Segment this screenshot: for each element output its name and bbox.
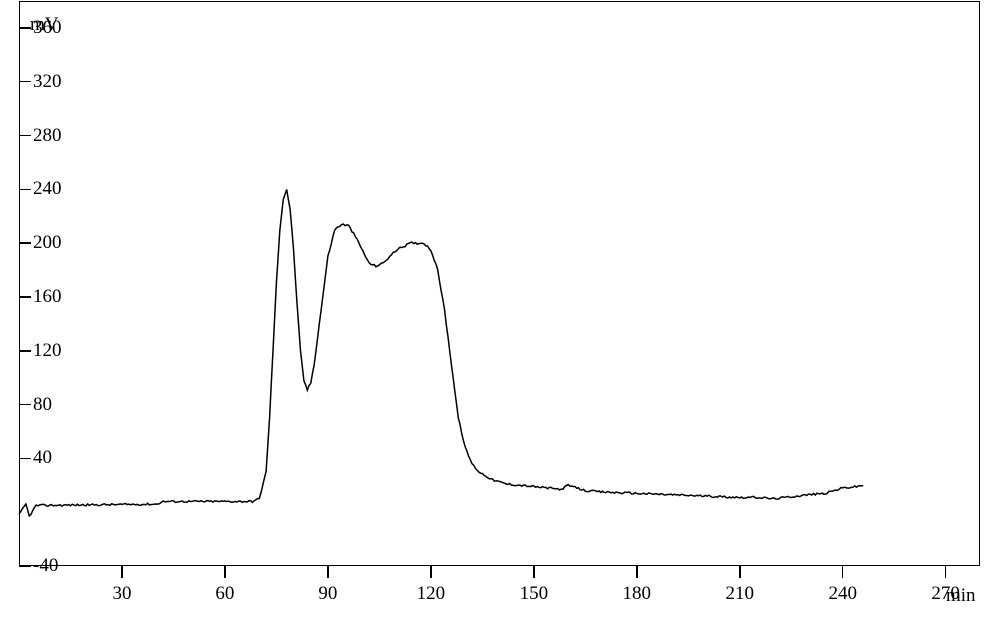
- y-tick-label: 320: [33, 71, 62, 93]
- signal-path: [19, 189, 863, 516]
- y-tick-label: 280: [33, 125, 62, 147]
- x-tick: [636, 566, 638, 578]
- x-tick: [224, 566, 226, 578]
- x-tick: [739, 566, 741, 578]
- x-tick: [842, 566, 844, 578]
- x-tick-label: 150: [514, 583, 554, 605]
- y-tick: [19, 565, 31, 567]
- y-tick: [19, 189, 31, 191]
- y-tick-label: 80: [33, 394, 52, 416]
- x-tick: [430, 566, 432, 578]
- y-tick: [19, 458, 31, 460]
- x-tick-label: 90: [308, 583, 348, 605]
- y-tick: [19, 404, 31, 406]
- x-tick-label: 30: [102, 583, 142, 605]
- x-tick-label: 240: [823, 583, 863, 605]
- x-tick: [945, 566, 947, 578]
- y-tick-label: 40: [33, 447, 52, 469]
- x-tick-label: 60: [205, 583, 245, 605]
- x-tick: [121, 566, 123, 578]
- x-tick-label: 120: [411, 583, 451, 605]
- y-tick: [19, 27, 31, 29]
- x-tick: [533, 566, 535, 578]
- y-tick-label: -40: [33, 555, 58, 577]
- y-tick: [19, 81, 31, 83]
- x-tick: [327, 566, 329, 578]
- chart-container: mV min -40408012016020024028032036030609…: [0, 0, 1000, 634]
- signal-line: [0, 0, 1000, 634]
- y-tick: [19, 296, 31, 298]
- y-tick: [19, 135, 31, 137]
- y-tick-label: 200: [33, 232, 62, 254]
- x-tick-label: 270: [926, 583, 966, 605]
- y-tick: [19, 242, 31, 244]
- y-tick-label: 360: [33, 17, 62, 39]
- y-tick-label: 240: [33, 178, 62, 200]
- x-tick-label: 210: [720, 583, 760, 605]
- y-tick-label: 120: [33, 340, 62, 362]
- y-tick: [19, 350, 31, 352]
- y-tick-label: 160: [33, 286, 62, 308]
- x-tick-label: 180: [617, 583, 657, 605]
